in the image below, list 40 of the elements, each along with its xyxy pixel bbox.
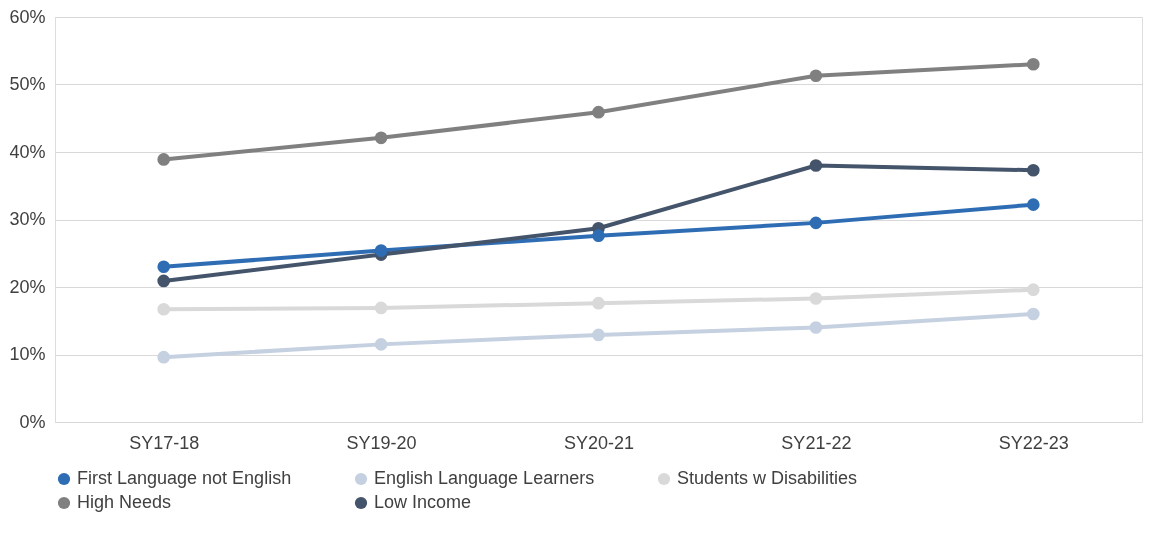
y-tick-label: 0% <box>19 411 46 432</box>
point <box>809 159 823 172</box>
point <box>374 244 388 257</box>
y-tick-label: 60% <box>9 6 46 27</box>
point <box>1026 307 1040 321</box>
point <box>374 338 388 351</box>
point <box>592 296 605 310</box>
legend-label: Low Income <box>374 492 472 512</box>
y-tick-label: 10% <box>9 344 46 364</box>
point <box>1026 163 1040 177</box>
point <box>157 274 171 288</box>
point <box>157 302 171 316</box>
legend-label: Students w Disabilities <box>677 468 858 488</box>
point <box>809 321 823 334</box>
legend-label: English Language Learners <box>374 468 595 488</box>
point <box>157 350 171 364</box>
point <box>809 216 823 230</box>
y-tick-label: 40% <box>9 141 46 162</box>
y-tick-label: 50% <box>9 74 46 94</box>
y-tick-label: 30% <box>9 209 46 229</box>
point <box>592 229 605 243</box>
x-tick-label: SY19-20 <box>346 432 417 453</box>
x-tick-label: SY17-18 <box>129 432 200 453</box>
y-tick-label: 20% <box>9 276 46 297</box>
point <box>809 69 823 83</box>
point <box>374 301 388 315</box>
point <box>1026 283 1040 297</box>
point <box>592 105 605 119</box>
point <box>1026 57 1040 71</box>
x-tick-label: SY22-23 <box>998 432 1069 453</box>
legend-label: First Language not English <box>77 468 292 488</box>
x-tick-label: SY21-22 <box>781 432 852 453</box>
point <box>374 131 388 145</box>
point <box>592 328 605 342</box>
legend-label: High Needs <box>77 492 172 512</box>
point <box>1026 198 1040 211</box>
point <box>157 153 171 166</box>
point <box>809 292 823 305</box>
point <box>157 260 171 274</box>
x-tick-label: SY20-21 <box>563 432 635 453</box>
